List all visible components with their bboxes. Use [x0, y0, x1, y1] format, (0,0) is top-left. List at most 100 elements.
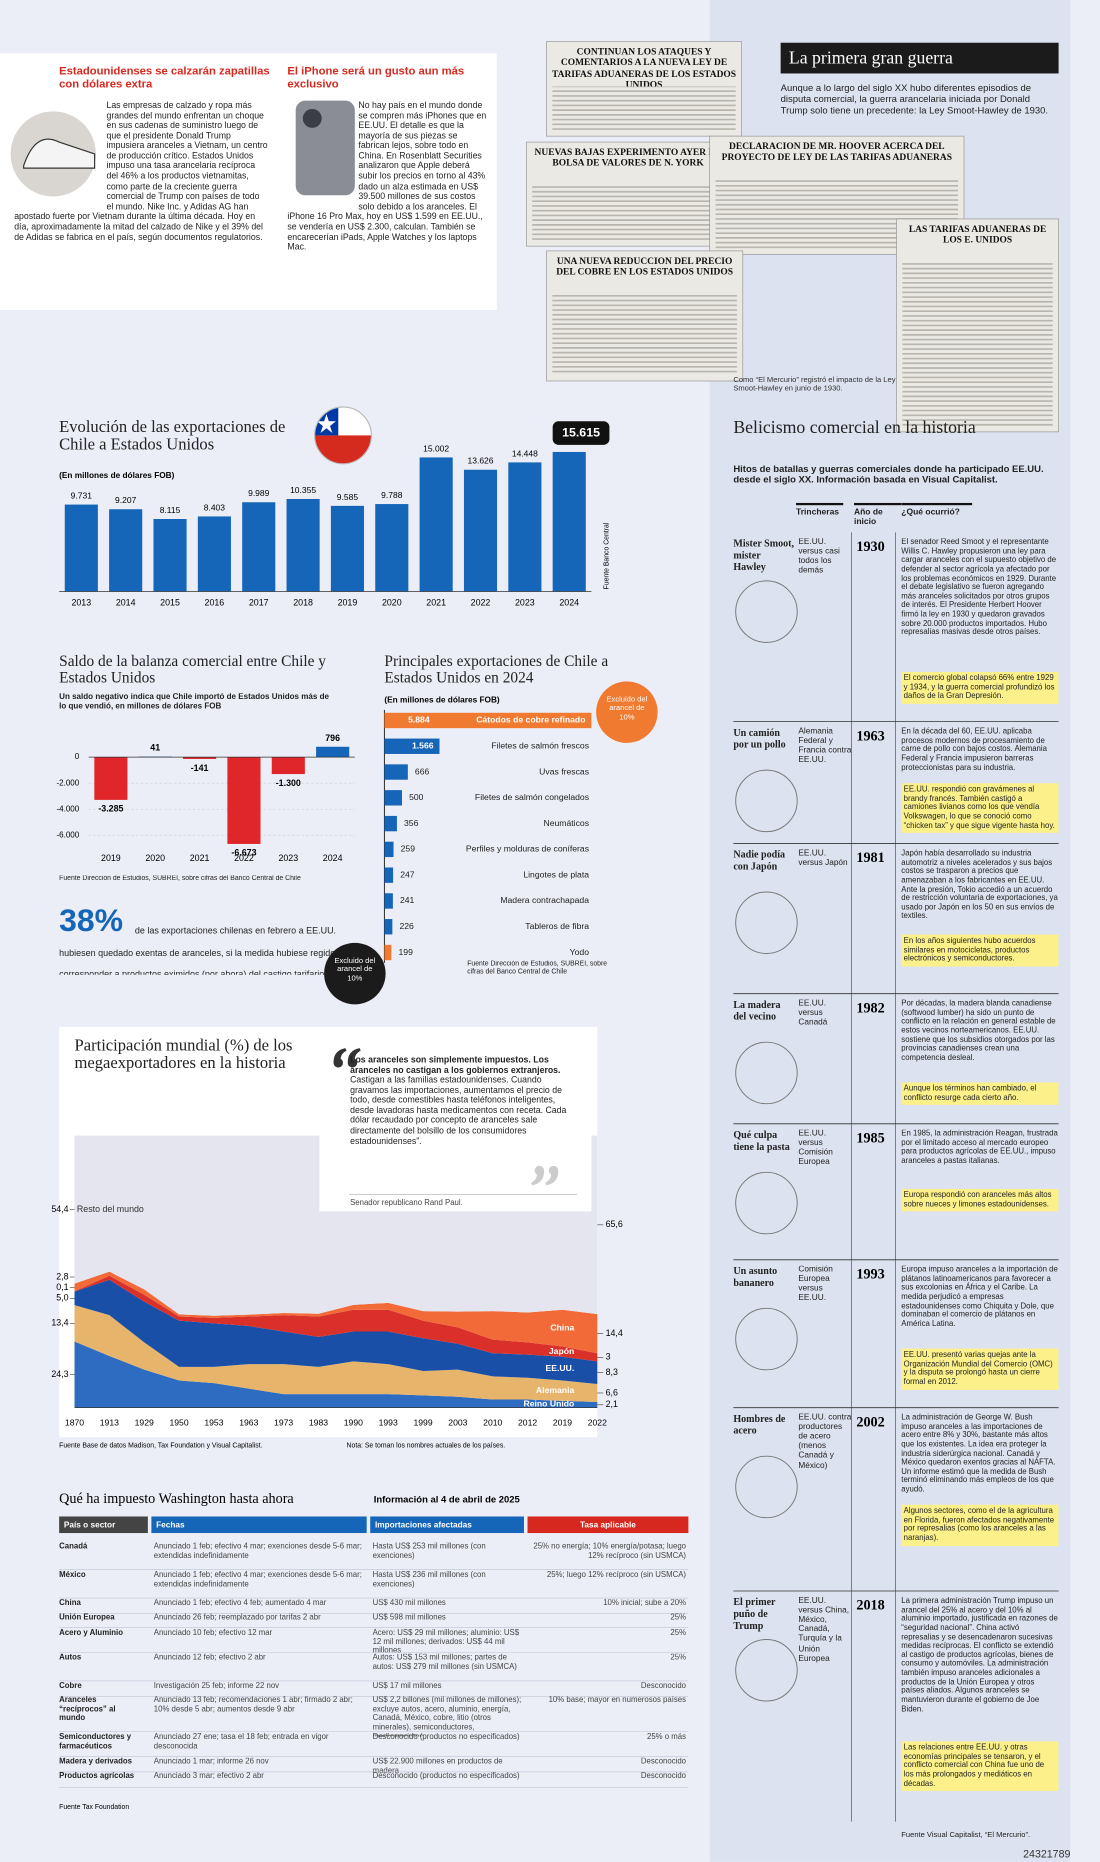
table-cell: Acero y Aluminio: [59, 1628, 123, 1638]
y-tick-label: -6.000: [56, 830, 79, 839]
x-tick-label: 1953: [204, 1417, 223, 1427]
bar: [271, 757, 305, 775]
series-name: Reino Unido: [523, 1399, 574, 1409]
value-label: 1.566: [412, 741, 434, 751]
table-cell-box: 25%: [670, 1629, 686, 1637]
history-header-box: Año de inicio: [853, 502, 902, 526]
table-cell: US$ 22.900 millones en productos de made…: [372, 1757, 503, 1776]
row-text-box: En la década del 60, EE.UU. aplicaba pro…: [901, 728, 1047, 772]
clipping-headline-box: LAS TARIFAS ADUANERAS DE LOS E. UNIDOS: [901, 223, 1054, 246]
annotation-box: Excluido del arancel de 10%: [334, 957, 375, 983]
table-cell: Autos: US$ 153 mil millones; partes de a…: [372, 1653, 517, 1672]
row-parties: EE.UU. versus casi todos los demás: [798, 538, 840, 576]
category-label: Tableros de fibra: [525, 921, 589, 931]
x-tick-label: 2022: [588, 1417, 607, 1427]
row-parties-box: EE.UU. versus Japón: [798, 849, 847, 867]
row-note: Aunque los términos han cambiado, el con…: [901, 1082, 1059, 1106]
history-title-box: Belicismo comercial en la historia: [733, 420, 975, 437]
row-name-box: El primer puño de Trump: [733, 1597, 775, 1631]
table-cell-box: US$ 17 mil millones: [372, 1682, 442, 1691]
value-label: 8,3: [606, 1367, 618, 1377]
table-cell: Hasta US$ 253 mil millones (con exencion…: [372, 1542, 486, 1560]
category-label: Perfiles y molduras de coníferas: [466, 844, 589, 854]
story-text: No hay país en el mundo donde se compren…: [287, 100, 487, 253]
x-tick-label: 2019: [338, 598, 358, 608]
chart-source-box: Fuente Dirección de Estudios, SUBREI, so…: [59, 875, 301, 882]
row-name-box: Un asunto bananero: [733, 1266, 777, 1288]
chart-subtitle: (En millones de dólares FOB): [59, 471, 175, 480]
table-cell: Madera y derivados: [59, 1757, 132, 1767]
x-tick-label: 2019: [553, 1417, 572, 1427]
row-note-box: Algunos sectores, como el de la agricult…: [901, 1504, 1059, 1546]
value-label: 2,8: [56, 1271, 68, 1281]
table-cell-box: Anunciado 12 feb; efectivo 2 abr: [154, 1654, 266, 1662]
story-body-box: Las empresas de calzado y ropa más grand…: [14, 100, 268, 243]
row-note-box: EE.UU. respondió con gravámenes al brand…: [901, 783, 1059, 834]
row-parties: Alemania Federal y Francia contra EE.UU.: [798, 727, 852, 765]
table-cell-box: 10% base; mayor en numerosos países: [548, 1696, 687, 1705]
row-illustration: [735, 1455, 798, 1519]
phone-camera: [302, 108, 322, 128]
table-cell: Desconocido: [640, 1757, 687, 1767]
quote-bg: [319, 1033, 592, 1212]
value-label: -1.300: [276, 778, 301, 788]
x-tick-label: 2023: [278, 853, 298, 863]
row-year: 2002: [856, 1414, 884, 1430]
table-cell: US$ 17 mil millones: [372, 1682, 442, 1691]
history-header: ¿Qué ocurrió?: [901, 502, 973, 518]
table-cell: Anunciado 1 mar; informe 26 nov: [153, 1757, 269, 1767]
row-text: Japón había desarrollado su industria au…: [901, 849, 1058, 921]
table-cell-box: Anunciado 1 feb; efectivo 4 mar; exencio…: [154, 1571, 362, 1588]
history-source-box: Fuente Visual Capitalist, “El Mercurio”.: [901, 1831, 1030, 1839]
table-cell: México: [59, 1570, 86, 1580]
table-cell-box: Desconocido: [641, 1772, 686, 1780]
table-cell: 10% base; mayor en numerosos países: [548, 1696, 687, 1705]
row-text: Por décadas, la madera blanda canadiense…: [901, 999, 1056, 1063]
bar: [419, 457, 453, 592]
story-text: Las empresas de calzado y ropa más grand…: [14, 100, 268, 243]
category-label: Filetes de salmón frescos: [491, 741, 589, 751]
bar: [94, 757, 128, 800]
quote-box: Los aranceles son simplemente impuestos.…: [350, 1055, 566, 1145]
x-tick-label: 2018: [293, 598, 313, 608]
value-label: 796: [325, 733, 340, 743]
bar: [183, 757, 217, 759]
x-tick-label: 1870: [65, 1417, 84, 1427]
value-label: 5.884: [408, 715, 430, 725]
bar: [109, 509, 143, 592]
value-label: 500: [409, 792, 424, 802]
bar: [242, 502, 276, 592]
table-cell-box: 25% o más: [647, 1733, 686, 1741]
x-tick-label: 1963: [239, 1417, 258, 1427]
table-cell: Cobre: [59, 1682, 82, 1691]
value-label: 9.989: [248, 488, 270, 498]
bar: [384, 841, 394, 858]
value-label: 13,4: [51, 1318, 68, 1328]
row-parties-box: EE.UU. versus China, México, Canadá, Tur…: [798, 1597, 849, 1663]
table-header: Importaciones afectadas: [375, 1521, 472, 1530]
row-year: 2018: [856, 1598, 884, 1614]
bar: [384, 867, 394, 883]
table-cell-box: Desconocido (productos no especificados): [373, 1772, 520, 1780]
table-cell: Anunciado 26 feb; reemplazado por tarifa…: [153, 1613, 321, 1622]
bar: [375, 504, 409, 592]
history-header-box: Trincheras: [796, 502, 844, 517]
chile-flag: [314, 406, 372, 465]
annotation-bubble: [324, 942, 386, 1005]
x-tick-label: 1999: [413, 1417, 432, 1427]
clipping-headline-box: UNA NUEVA REDUCCION DEL PRECIO DEL COBRE…: [551, 255, 739, 278]
value-label: 9.788: [381, 490, 403, 500]
table-header: Tasa aplicable: [580, 1521, 636, 1530]
table-cell-box: Investigación 25 feb; informe 22 nov: [154, 1682, 279, 1690]
row-parties-box: EE.UU. versus Comisión Europea: [798, 1130, 833, 1167]
table-cell-box: Desconocido (productos no especificados): [373, 1733, 520, 1741]
table-header-cell: [370, 1516, 524, 1534]
row-year: 1963: [856, 728, 884, 744]
row-illustration: [735, 1639, 798, 1702]
clipping-headline: LAS TARIFAS ADUANERAS DE LOS E. UNIDOS: [901, 223, 1054, 246]
area: [74, 1271, 598, 1354]
value-label: 54,4: [51, 1204, 68, 1214]
series-name: Alemania: [536, 1385, 575, 1395]
clipping-headline: NUEVAS BAJAS EXPERIMENTO AYER LA BOLSA D…: [531, 146, 726, 169]
